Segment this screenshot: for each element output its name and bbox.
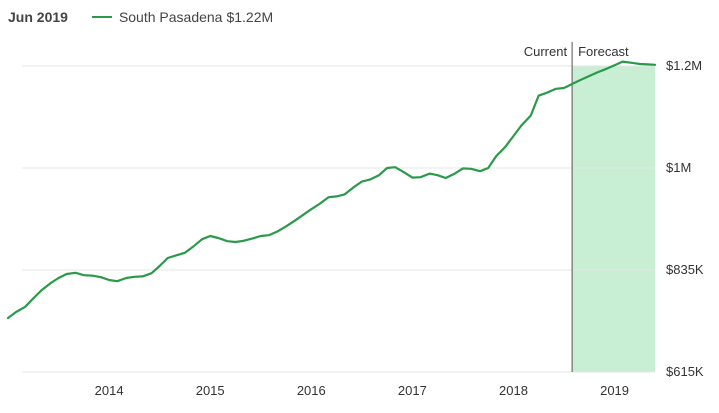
forecast-label: Forecast xyxy=(578,44,629,59)
chart-header: Jun 2019 South Pasadena $1.22M xyxy=(8,6,273,28)
legend-series-value: $1.22M xyxy=(226,9,274,25)
legend[interactable]: South Pasadena $1.22M xyxy=(91,9,274,25)
x-tick-label: 2014 xyxy=(95,383,124,398)
legend-series-name: South Pasadena xyxy=(118,9,223,25)
x-tick-label: 2019 xyxy=(600,383,629,398)
y-tick-label: $1.2M xyxy=(666,58,702,73)
x-tick-label: 2017 xyxy=(398,383,427,398)
x-tick-label: 2018 xyxy=(499,383,528,398)
gridlines xyxy=(22,65,655,373)
legend-line-swatch xyxy=(91,16,112,18)
y-tick-label: $1M xyxy=(666,160,691,175)
date-label: Jun 2019 xyxy=(8,9,68,25)
series-line-south-pasadena[interactable] xyxy=(6,60,657,320)
x-axis: 2014 2015 2016 2017 2018 2019 xyxy=(95,383,629,398)
y-tick-label: $615K xyxy=(666,364,704,379)
current-label: Current xyxy=(524,44,568,59)
y-axis: $615K $835K $1M $1.2M xyxy=(666,58,704,379)
x-tick-label: 2015 xyxy=(196,383,225,398)
forecast-region xyxy=(572,66,655,372)
x-tick-label: 2016 xyxy=(297,383,326,398)
y-tick-label: $835K xyxy=(666,262,704,277)
